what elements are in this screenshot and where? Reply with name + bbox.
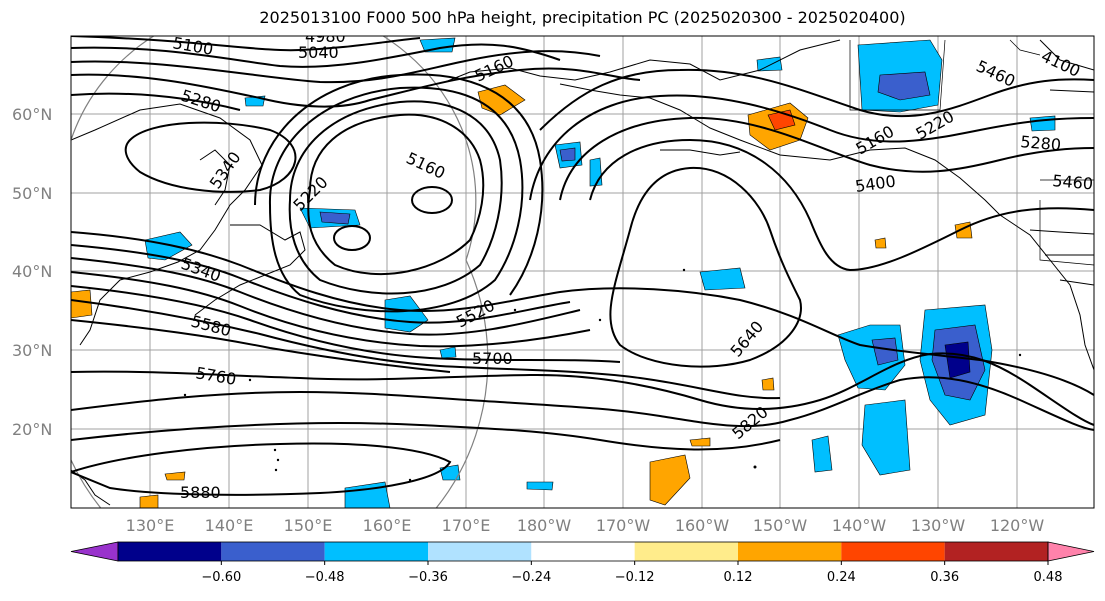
map-layers: 5100 4980 5040 5160 4100 5460 5280 5340 …	[71, 27, 1094, 508]
colorbar-tick-label: 0.12	[724, 570, 753, 585]
precip-negative-shading	[144, 37, 1056, 508]
contour-label: 4980	[305, 27, 346, 46]
lon-label: 130°W	[911, 516, 966, 535]
colorbar-tick-label: −0.12	[615, 570, 655, 585]
lon-label: 140°W	[832, 516, 887, 535]
height-contours	[71, 36, 1094, 496]
colorbar: −0.60 −0.48 −0.36 −0.24 −0.12 0.12 0.24 0.36 0.4…	[70, 541, 1095, 585]
lon-label: 120°W	[990, 516, 1045, 535]
colorbar-tick-label: −0.48	[305, 570, 345, 585]
precip-positive-shading	[71, 84, 973, 508]
islands	[183, 268, 1022, 482]
lon-label: 170°E	[442, 516, 491, 535]
projection-circle	[71, 36, 489, 508]
colorbar-outline	[117, 541, 1049, 562]
lon-label: 140°E	[205, 516, 254, 535]
colorbar-tick-label: −0.36	[408, 570, 448, 585]
colorbar-box	[118, 542, 222, 561]
lat-label: 50°N	[12, 184, 52, 203]
lon-label: 160°W	[675, 516, 730, 535]
colorbar-box	[738, 542, 842, 561]
coastlines	[71, 39, 1094, 506]
contour-label: 5460	[1052, 171, 1094, 193]
map-title: 2025013100 F000 500 hPa height, precipit…	[259, 8, 906, 27]
colorbar-tick-label: −0.24	[511, 570, 551, 585]
lon-label: 170°W	[596, 516, 651, 535]
contour-label: 5880	[180, 483, 221, 502]
lon-label: 180°W	[517, 516, 572, 535]
colorbar-box	[531, 542, 635, 561]
lat-label: 20°N	[12, 420, 52, 439]
colorbar-box	[841, 542, 945, 561]
colorbar-box	[428, 542, 532, 561]
lat-label: 40°N	[12, 262, 52, 281]
longitude-labels: 130°E 140°E 150°E 160°E 170°E 180°W 170°…	[126, 516, 1045, 535]
colorbar-extend-high	[1047, 541, 1095, 562]
colorbar-box	[221, 542, 325, 561]
colorbar-box	[944, 542, 1048, 561]
contour-label: 5280	[1020, 132, 1062, 154]
lon-label: 150°E	[284, 516, 333, 535]
political-borders	[849, 39, 1094, 266]
colorbar-tick-label: 0.48	[1034, 570, 1063, 585]
contour-label: 5040	[298, 43, 339, 62]
lon-label: 130°E	[126, 516, 175, 535]
lon-label: 150°W	[753, 516, 808, 535]
colorbar-tick-label: 0.24	[827, 570, 856, 585]
map-frame	[70, 35, 1095, 509]
colorbar-box	[634, 542, 738, 561]
latitude-labels: 60°N 50°N 40°N 30°N 20°N	[12, 105, 52, 439]
contour-label: 5700	[472, 349, 513, 368]
colorbar-tick-label: 0.36	[930, 570, 959, 585]
colorbar-tick-label: −0.60	[201, 570, 241, 585]
lat-label: 60°N	[12, 105, 52, 124]
contour-label: 5100	[171, 33, 214, 59]
colorbar-extend-low	[70, 541, 119, 562]
lon-label: 160°E	[363, 516, 412, 535]
colorbar-box	[324, 542, 428, 561]
lat-label: 30°N	[12, 341, 52, 360]
